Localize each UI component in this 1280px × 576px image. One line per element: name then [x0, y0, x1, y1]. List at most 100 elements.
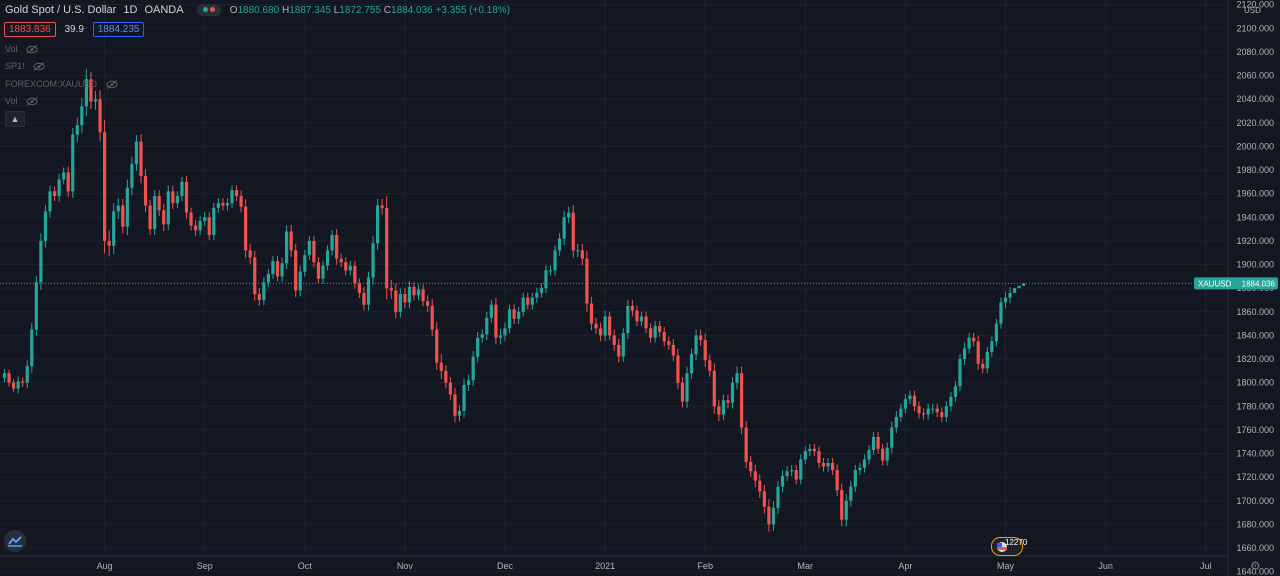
candle-body [721, 400, 725, 415]
candle-body [84, 79, 88, 107]
y-tick-label: 2080.000 [1236, 47, 1274, 57]
candle-body [48, 191, 52, 212]
candle-body [617, 344, 621, 357]
candle-body [881, 448, 885, 461]
x-tick-label: Feb [697, 561, 713, 571]
candle-body [80, 106, 84, 126]
candle-body [335, 235, 339, 259]
eye-off-icon[interactable] [106, 80, 118, 90]
candle-body [594, 323, 598, 329]
candle-body [539, 288, 543, 293]
y-tick-label: 2040.000 [1236, 94, 1274, 104]
candle-body [139, 141, 143, 176]
eye-off-icon[interactable] [33, 62, 45, 72]
y-tick-label: 2060.000 [1236, 71, 1274, 81]
sell-button[interactable]: 1883.836 [4, 22, 56, 37]
candle-body [740, 373, 744, 428]
candle-body [689, 354, 694, 374]
candle-body [348, 265, 352, 271]
candle-body [994, 323, 998, 342]
candle-body [967, 337, 971, 349]
time-axis[interactable]: AugSepOctNovDec2021FebMarAprMayJunJulAug [0, 555, 1280, 571]
candle-body [1017, 285, 1021, 289]
symbol-title[interactable]: Gold Spot / U.S. Dollar [5, 4, 117, 16]
candle-body [562, 217, 566, 239]
candle-body [762, 491, 766, 507]
candle-body [234, 190, 239, 197]
candle-body [949, 396, 953, 407]
y-tick-label: 2120.000 [1236, 0, 1274, 10]
candle-body [667, 341, 671, 345]
last-price-symbol: XAUUSD [1198, 279, 1232, 288]
x-tick-label: Dec [497, 561, 514, 571]
candle-body [926, 408, 930, 415]
candle-body [771, 507, 776, 525]
candle-body [253, 257, 257, 295]
candle-body [480, 334, 484, 338]
candle-body [376, 205, 380, 244]
candle-body [853, 470, 857, 487]
candle-body [944, 406, 948, 417]
candle-body [439, 362, 443, 371]
y-tick-label: 1660.000 [1236, 543, 1274, 553]
x-tick-label: Apr [898, 561, 912, 571]
candle-body [298, 271, 302, 291]
x-tick-label: Jun [1098, 561, 1113, 571]
currency-label[interactable]: USD [1244, 6, 1261, 15]
chevron-up-icon[interactable]: ▲ [5, 111, 25, 127]
x-tick-label: Sep [197, 561, 213, 571]
indicator-row[interactable]: FOREXCOM:XAUUSD [5, 79, 118, 90]
candle-body [494, 304, 498, 338]
candle-body [1013, 288, 1017, 293]
high-label: H [282, 5, 290, 16]
economic-event-badge[interactable]: 12270 [991, 537, 1027, 556]
market-status-icon[interactable] [196, 4, 221, 17]
candle-body [981, 363, 985, 369]
candle-body [330, 235, 334, 251]
indicator-row[interactable]: Vol [5, 44, 38, 55]
candle-body [626, 305, 630, 334]
candle-body [621, 333, 625, 357]
candle-body [366, 277, 371, 305]
tradingview-logo-icon[interactable] [4, 530, 26, 552]
y-tick-label: 1960.000 [1236, 189, 1274, 199]
candle-body [776, 486, 780, 508]
candle-body [225, 203, 230, 206]
candle-body [876, 436, 880, 449]
candle-body [453, 394, 457, 416]
candle-body [985, 351, 989, 369]
candle-body [403, 294, 407, 303]
candle-body [52, 191, 57, 197]
candle-body [849, 486, 853, 501]
candle-body [749, 461, 753, 472]
candle-body [931, 408, 935, 410]
eye-off-icon[interactable] [26, 45, 38, 55]
candle-body [457, 411, 462, 416]
candle-body [244, 206, 248, 251]
eye-off-icon[interactable] [26, 97, 38, 107]
candle-body [867, 449, 871, 460]
trade-buttons: 1883.836 39.9 1884.235 [4, 22, 150, 37]
candle-body [517, 311, 521, 319]
candle-body [826, 462, 830, 467]
candle-body [580, 250, 584, 259]
candle-body [275, 261, 280, 277]
candle-body [821, 462, 826, 467]
interval-label[interactable]: 1D [123, 4, 138, 16]
indicator-row[interactable]: SP1! [5, 61, 45, 72]
candle-body [321, 265, 325, 279]
gear-icon[interactable]: ⚙ [1250, 559, 1261, 573]
candle-body [162, 210, 166, 225]
candle-body [831, 462, 835, 471]
candle-body [89, 79, 93, 102]
indicator-row[interactable]: Vol [5, 96, 38, 107]
candle-body [685, 373, 689, 402]
candle-body [840, 490, 844, 520]
candle-body [758, 480, 762, 492]
x-tick-label: Aug [97, 561, 113, 571]
candle-body [257, 294, 261, 300]
buy-button[interactable]: 1884.235 [92, 22, 145, 37]
candle-body [121, 205, 125, 227]
candle-body [908, 395, 912, 400]
